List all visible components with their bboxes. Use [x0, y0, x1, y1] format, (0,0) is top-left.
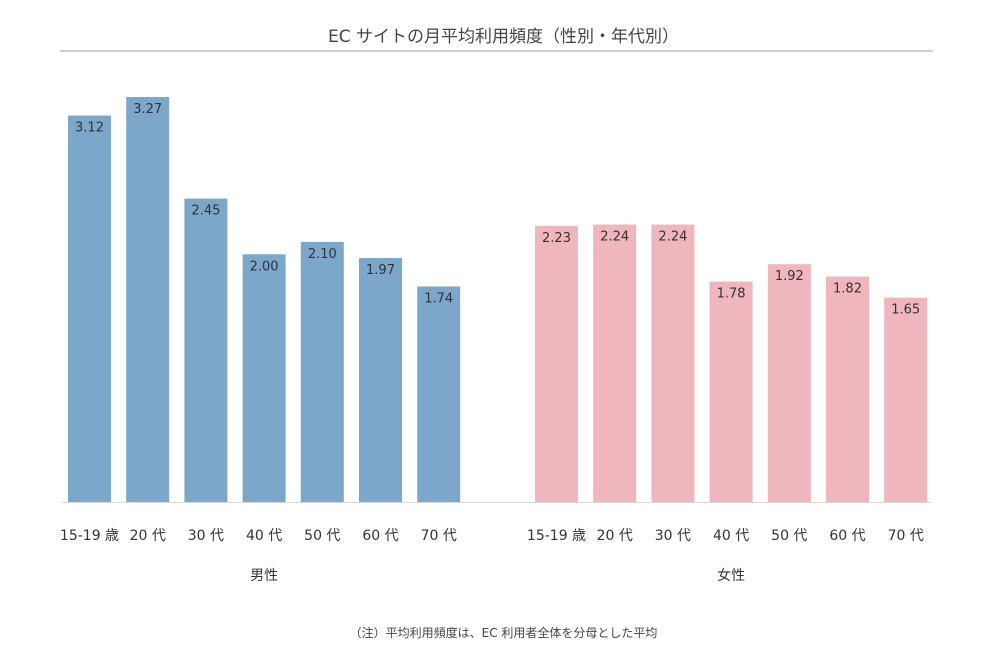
category-tick-label: 40 代: [713, 528, 749, 544]
bar: [651, 224, 695, 503]
bar: [535, 225, 578, 502]
data-label: 2.24: [600, 230, 629, 245]
bar: [126, 97, 170, 502]
category-tick-label: 15-19 歳: [527, 528, 586, 544]
bar: [184, 198, 228, 502]
category-tick-label: 50 代: [771, 528, 807, 544]
data-label: 3.27: [133, 102, 162, 117]
data-label: 1.74: [424, 291, 453, 306]
data-label: 2.00: [250, 259, 279, 274]
chart-title: EC サイトの月平均利用頻度（性別・年代別）: [327, 27, 679, 47]
category-tick-label: 70 代: [888, 528, 924, 544]
data-label: 2.10: [308, 247, 337, 262]
data-label: 1.82: [833, 282, 862, 297]
title-rule: [60, 50, 933, 52]
bar: [709, 281, 753, 502]
bar: [593, 224, 637, 503]
data-label: 1.78: [717, 287, 746, 302]
category-tick-label: 70 代: [421, 528, 457, 544]
data-label: 2.45: [191, 204, 220, 219]
data-label: 3.12: [75, 121, 104, 136]
bar: [359, 258, 402, 502]
category-tick-label: 60 代: [829, 528, 865, 544]
data-label: 2.24: [658, 230, 687, 245]
category-tick-label: 20 代: [130, 528, 166, 544]
bar: [767, 264, 811, 502]
category-tick-label: 50 代: [304, 528, 340, 544]
category-tick-label: 30 代: [655, 528, 691, 544]
data-label: 1.97: [366, 263, 395, 278]
bar: [242, 254, 286, 502]
chart-note: （注）平均利用頻度は、EC 利用者全体を分母とした平均: [349, 626, 658, 640]
bar: [884, 297, 928, 502]
bar: [300, 241, 344, 502]
category-tick-label: 60 代: [362, 528, 398, 544]
bar: [68, 115, 111, 503]
bar: [826, 276, 869, 502]
category-tick-label: 40 代: [246, 528, 282, 544]
group-label: 男性: [250, 568, 278, 584]
category-tick-label: 20 代: [597, 528, 633, 544]
data-label: 1.65: [891, 303, 920, 318]
data-label: 2.23: [542, 231, 571, 246]
group-label: 女性: [717, 567, 745, 584]
category-tick-label: 15-19 歳: [60, 528, 119, 544]
category-tick-label: 30 代: [188, 528, 224, 544]
data-label: 1.92: [775, 269, 804, 284]
bar: [417, 286, 461, 502]
